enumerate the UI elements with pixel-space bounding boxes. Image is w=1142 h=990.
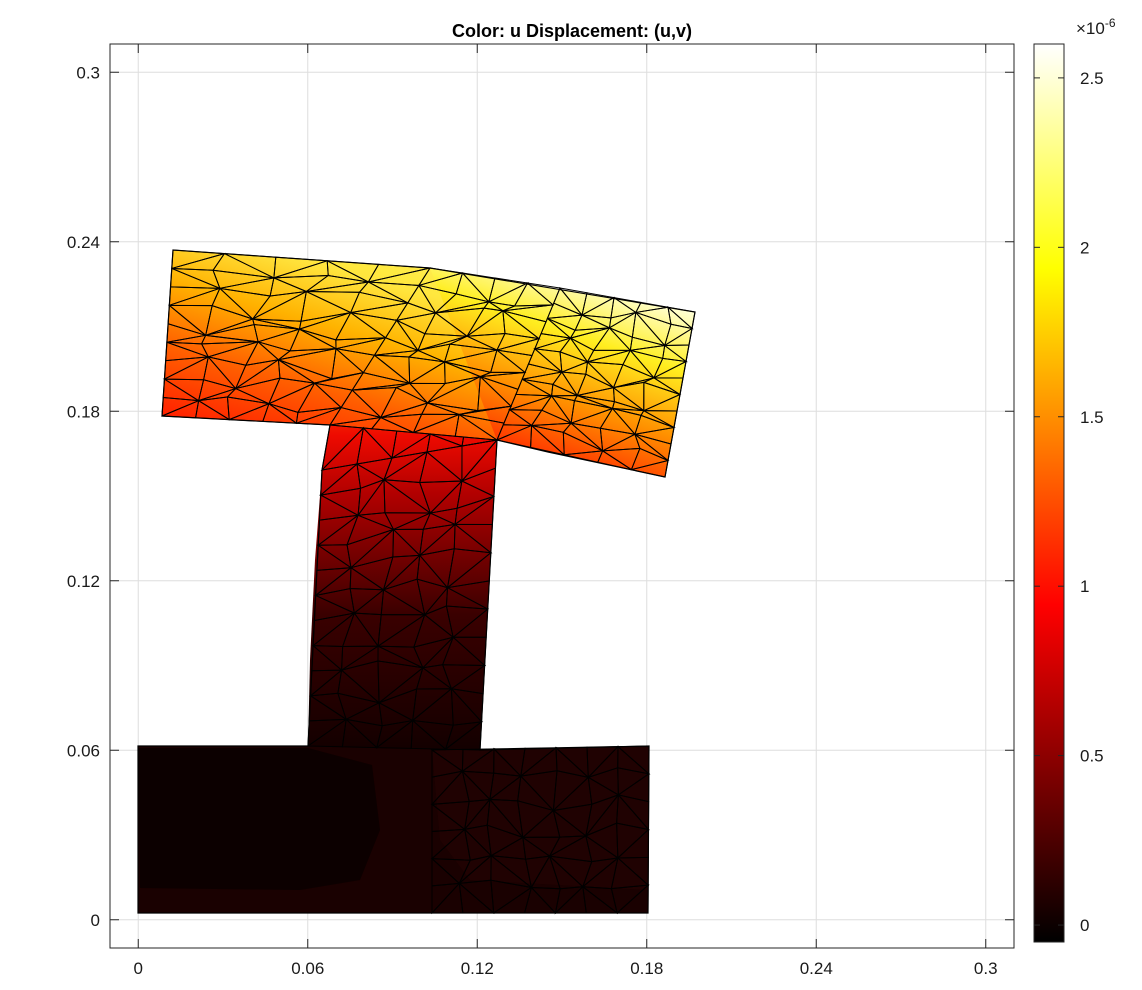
deformed-body: [137, 249, 696, 915]
plot-axes: 0 0.06 0.12 0.18 0.24 0.3 0 0.06 0.12 0.18 0.24 0.…: [67, 43, 1015, 978]
mesh-element: [461, 748, 496, 773]
colorbar-tick-label: 1: [1080, 577, 1089, 596]
x-tick-label: 0.06: [291, 959, 324, 978]
colorbar-multiplier: ×10-6: [1076, 16, 1116, 38]
colorbar-tick-label: 2: [1080, 238, 1089, 257]
x-tick-label: 0.12: [461, 959, 494, 978]
colorbar-tick-label: 2.5: [1080, 69, 1104, 88]
tick-marks: [110, 44, 1014, 948]
x-tick-label: 0: [134, 959, 143, 978]
colorbar-tick-labels: 0 0.5 1 1.5 2 2.5: [1080, 69, 1104, 935]
fe-mesh: [161, 249, 696, 915]
y-tick-label: 0.24: [67, 233, 100, 252]
colorbar-gradient: [1033, 43, 1065, 943]
mesh-element: [488, 277, 530, 303]
plot-frame: [109, 43, 1015, 949]
y-tick-label: 0: [91, 911, 100, 930]
chart-title: Color: u Displacement: (u,v): [452, 21, 692, 41]
colorbar-ticks: [1034, 77, 1064, 926]
mesh-element: [391, 430, 432, 460]
colorbar-multiplier-exponent: -6: [1105, 16, 1116, 30]
y-tick-label: 0.06: [67, 741, 100, 760]
colorbar-tick-label: 1.5: [1080, 408, 1104, 427]
colorbar-tick-label: 0: [1080, 916, 1089, 935]
body-outline: [137, 249, 696, 914]
x-tick-labels: 0 0.06 0.12 0.18 0.24 0.3: [134, 959, 998, 978]
colorbar: 0 0.5 1 1.5 2 2.5 ×10-6: [1033, 16, 1116, 943]
y-tick-label: 0.3: [76, 63, 100, 82]
y-tick-label: 0.12: [67, 572, 100, 591]
stem-region: [308, 425, 497, 750]
x-tick-label: 0.3: [974, 959, 998, 978]
base-dark-core: [138, 748, 380, 890]
colorbar-tick-label: 0.5: [1080, 747, 1104, 766]
y-tick-labels: 0 0.06 0.12 0.18 0.24 0.3: [67, 63, 100, 930]
mesh-element: [461, 436, 498, 447]
y-tick-label: 0.18: [67, 402, 100, 421]
x-tick-label: 0.18: [630, 959, 663, 978]
colorbar-multiplier-base: ×10: [1076, 19, 1105, 38]
mesh-element: [581, 292, 616, 317]
x-tick-label: 0.24: [800, 959, 833, 978]
base-right-shade: [432, 746, 649, 890]
